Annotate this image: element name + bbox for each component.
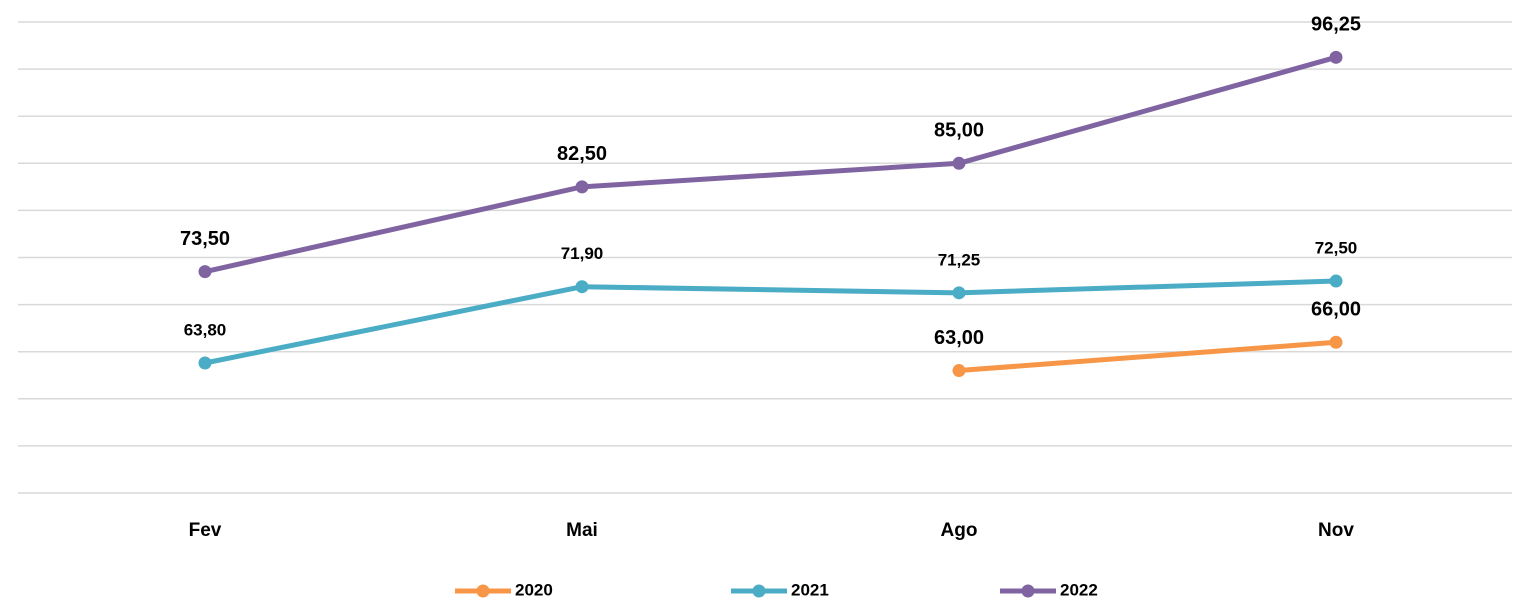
x-tick-label: Mai xyxy=(566,520,598,541)
data-label: 66,00 xyxy=(1311,299,1361,321)
data-point xyxy=(198,265,212,279)
data-label: 73,50 xyxy=(180,228,230,250)
data-point xyxy=(575,280,589,294)
data-point xyxy=(575,180,589,194)
data-point xyxy=(952,364,966,378)
data-label: 71,90 xyxy=(561,244,604,263)
data-label: 71,25 xyxy=(938,250,981,269)
x-tick-label: Nov xyxy=(1318,520,1354,541)
data-point xyxy=(1329,335,1343,349)
x-tick-label: Ago xyxy=(941,520,978,541)
data-point xyxy=(952,156,966,170)
series-line xyxy=(204,54,1337,275)
series-line xyxy=(958,339,1337,374)
legend-marker xyxy=(752,584,766,598)
data-point xyxy=(1329,50,1343,64)
data-label: 72,50 xyxy=(1315,239,1358,258)
legend-marker xyxy=(476,584,490,598)
data-label: 63,80 xyxy=(184,320,227,339)
legend-label: 2021 xyxy=(791,580,829,599)
legend-label: 2022 xyxy=(1060,580,1098,599)
x-tick-label: Fev xyxy=(189,520,222,541)
data-point xyxy=(952,286,966,300)
data-label: 82,50 xyxy=(557,143,607,165)
series-line xyxy=(204,278,1337,366)
legend-marker xyxy=(1021,584,1035,598)
legend-label: 2020 xyxy=(515,580,553,599)
data-label: 85,00 xyxy=(934,120,984,142)
data-point xyxy=(1329,274,1343,288)
data-point xyxy=(198,356,212,370)
data-label: 63,00 xyxy=(934,327,984,349)
data-label: 96,25 xyxy=(1311,14,1361,36)
